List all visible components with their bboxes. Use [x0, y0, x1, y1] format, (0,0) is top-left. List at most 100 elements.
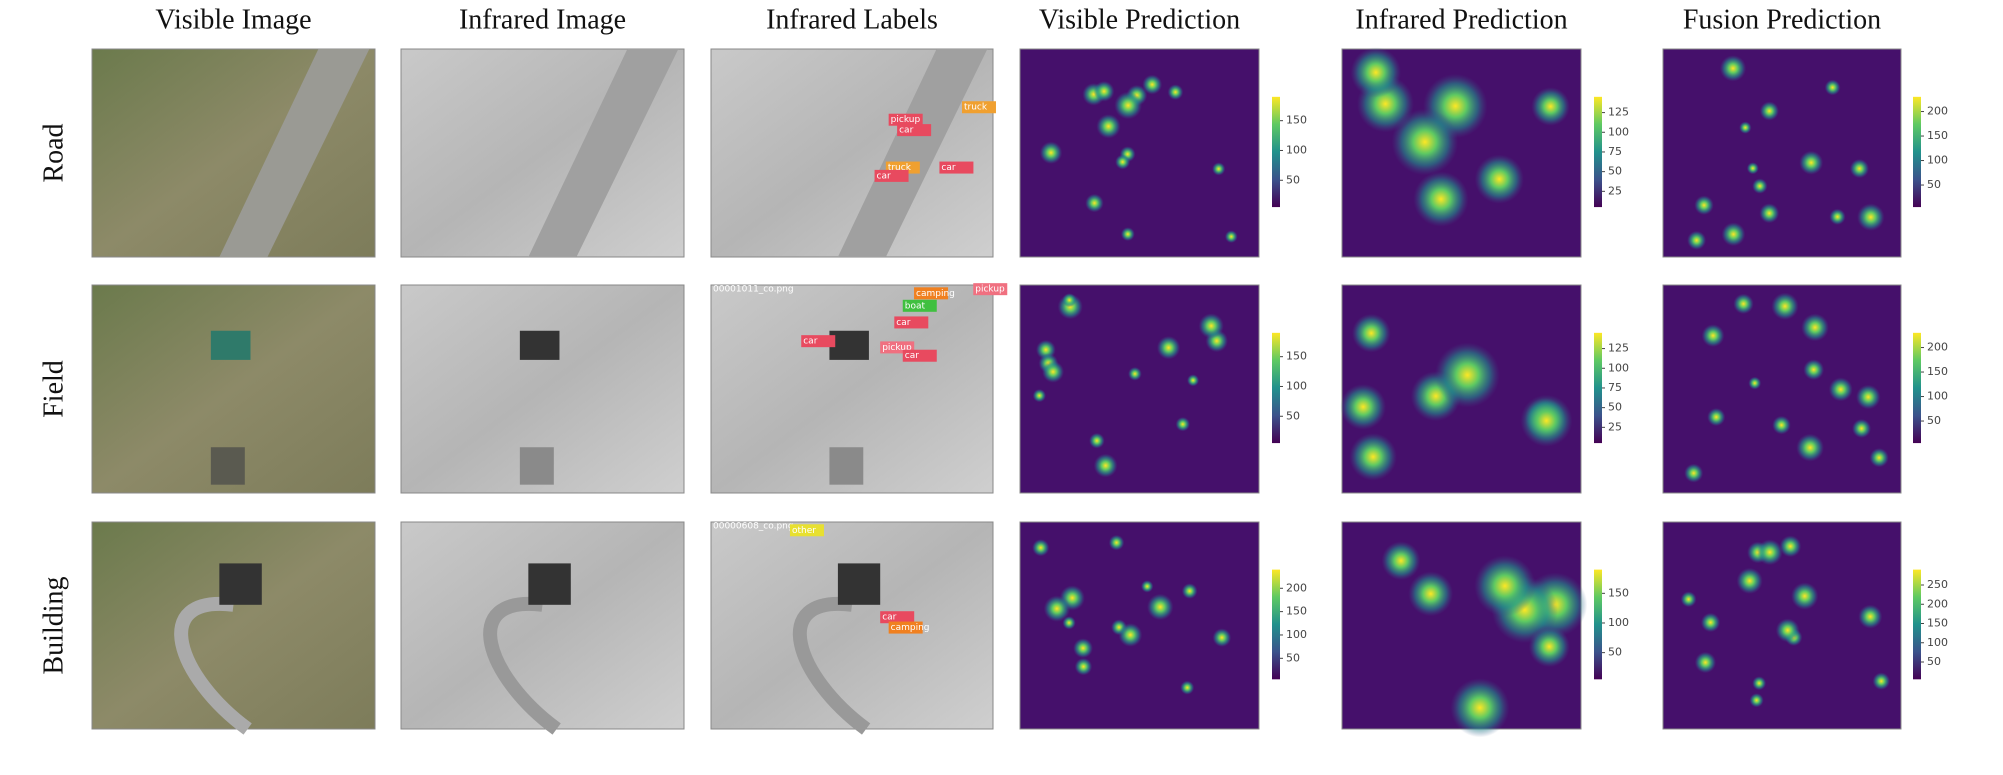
- image-panel: [91, 284, 376, 494]
- blob: [1224, 230, 1238, 244]
- colorbar-tick-label: 100: [1286, 628, 1307, 641]
- box-label: pickup: [975, 285, 1005, 295]
- box-label: 00001011_co.png: [713, 285, 794, 295]
- blob: [1096, 114, 1121, 139]
- box-label-bg: [939, 161, 974, 174]
- colorbar-tick-label: 50: [1286, 173, 1300, 186]
- colorbar-tick-label: 50: [1286, 651, 1300, 664]
- colorbar-tick-label: 50: [1608, 401, 1622, 414]
- colorbar-tick-label: 150: [1927, 617, 1948, 630]
- blob: [1824, 79, 1841, 96]
- house: [837, 563, 881, 605]
- blob: [1180, 680, 1195, 695]
- blob: [1093, 453, 1118, 478]
- box-label-bg: [789, 524, 824, 537]
- house: [528, 563, 571, 605]
- image: [1019, 284, 1260, 494]
- blob: [1146, 593, 1174, 621]
- blob: [1849, 158, 1870, 179]
- colorbar-tick-label: 250: [1927, 578, 1948, 591]
- blob: [1687, 230, 1707, 250]
- blob: [1779, 535, 1802, 558]
- box-label: camping: [916, 289, 955, 299]
- colorbar-tick-label: 100: [1286, 379, 1307, 392]
- blob: [1721, 222, 1746, 247]
- blob: [1350, 47, 1402, 98]
- blob: [1340, 384, 1387, 430]
- house: [519, 447, 554, 485]
- blob: [1872, 672, 1891, 690]
- colorbar-tick-label: 50: [1927, 414, 1941, 427]
- road: [528, 49, 679, 257]
- blob: [1756, 539, 1783, 566]
- box-label-bg: [973, 283, 1008, 296]
- colorbar: [1272, 569, 1280, 680]
- colorbar: [1913, 96, 1921, 208]
- blob: [1062, 616, 1076, 630]
- blob: [1108, 534, 1125, 551]
- blob: [1140, 580, 1154, 593]
- colorbar: [1594, 96, 1602, 208]
- image-panel: [1662, 284, 1902, 494]
- blob: [1829, 208, 1846, 225]
- box-label-bg: [801, 335, 836, 348]
- colorbar-tick-label: 100: [1286, 143, 1307, 156]
- image-panel: [1019, 284, 1260, 494]
- colorbar-tick-label: 150: [1927, 365, 1948, 378]
- image-panel: [1341, 521, 1588, 738]
- blob: [1752, 676, 1767, 691]
- blob: [1748, 376, 1762, 390]
- image-panel: [1662, 521, 1902, 730]
- blob: [1799, 150, 1824, 175]
- blob: [1759, 101, 1779, 121]
- colorbar-tick-label: 125: [1608, 342, 1629, 355]
- colorbar-tick-label: 200: [1286, 581, 1307, 594]
- colorbar-tick-label: 150: [1927, 129, 1948, 142]
- image-panel: [1340, 284, 1582, 494]
- box-label: pickup: [882, 343, 912, 353]
- blob: [1118, 623, 1143, 647]
- blob: [1694, 195, 1714, 215]
- blob: [1828, 377, 1853, 402]
- colorbar-tick-label: 100: [1608, 361, 1629, 374]
- column-header: Fusion Prediction: [1683, 4, 1881, 35]
- blob: [1474, 154, 1524, 204]
- blob: [1851, 418, 1872, 439]
- blob: [1198, 313, 1224, 339]
- blob: [1701, 324, 1725, 348]
- colorbar-tick-label: 75: [1608, 145, 1622, 158]
- column-header: Infrared Image: [459, 4, 626, 35]
- image: [400, 521, 685, 730]
- box-label-bg: [914, 287, 949, 300]
- box-label: car: [899, 126, 913, 136]
- blob: [1093, 80, 1115, 102]
- colorbar-tick-label: 100: [1927, 636, 1948, 649]
- colorbar: [1594, 332, 1602, 444]
- blob: [1175, 416, 1191, 432]
- blob: [1349, 433, 1397, 481]
- blob: [1803, 359, 1825, 381]
- box-label: pickup: [891, 115, 921, 125]
- box-label-bg: [897, 124, 932, 137]
- column-header: Infrared Labels: [766, 4, 938, 35]
- colorbar-tick-label: 150: [1608, 586, 1629, 599]
- row-label: Field: [38, 360, 69, 418]
- house: [210, 447, 245, 485]
- image-panel: [1662, 48, 1902, 258]
- road: [837, 49, 988, 257]
- blob: [1796, 433, 1825, 462]
- house: [829, 330, 869, 360]
- blob: [1413, 171, 1469, 227]
- image-panel: [1341, 47, 1582, 258]
- box-label: car: [803, 337, 817, 347]
- blob: [1528, 626, 1570, 668]
- blob: [1212, 628, 1232, 647]
- image-panel: [400, 48, 685, 258]
- blob: [1351, 313, 1391, 353]
- blob: [1043, 595, 1071, 622]
- blob: [1039, 141, 1063, 165]
- road: [219, 49, 370, 257]
- box-label: car: [896, 318, 910, 328]
- colorbar-tick-label: 200: [1927, 105, 1948, 118]
